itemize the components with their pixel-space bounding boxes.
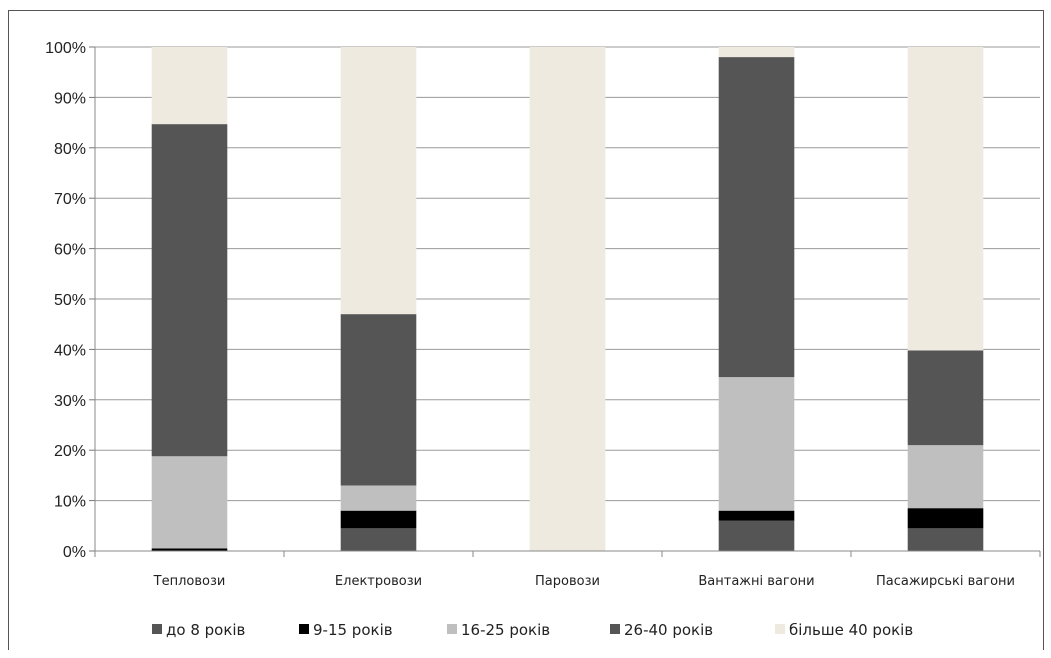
y-tick-label: 10% bbox=[54, 494, 86, 511]
legend-swatch bbox=[610, 624, 620, 634]
bar-segment-3-5 bbox=[907, 445, 984, 509]
legend-label: до 8 років bbox=[166, 621, 245, 639]
bar-segment-5-1 bbox=[151, 47, 228, 125]
bar-segment-5-5 bbox=[907, 47, 984, 351]
x-axis bbox=[94, 47, 1041, 557]
legend-label: 9-15 років bbox=[313, 621, 393, 639]
y-tick-label: 60% bbox=[54, 242, 86, 259]
x-category-label: Пасажирські вагони bbox=[876, 574, 1015, 589]
bar-segment-2-2 bbox=[340, 510, 417, 529]
bar-segment-2-4 bbox=[718, 510, 795, 521]
x-axis-labels: Тепловози Електровози Паровози Вантажні ваг… bbox=[153, 574, 1015, 589]
y-tick-label: 20% bbox=[54, 443, 86, 460]
y-tick-label: 80% bbox=[54, 141, 86, 158]
bar-segment-5-4 bbox=[718, 47, 795, 58]
legend: до 8 років 9-15 років 16-25 років 26-40 рок… bbox=[152, 621, 913, 639]
bar-segment-4-1 bbox=[151, 124, 228, 457]
x-category-label: Тепловози bbox=[153, 574, 226, 589]
y-tick-label: 0% bbox=[63, 544, 86, 561]
bar-segment-3-1 bbox=[151, 456, 228, 549]
y-tick-label: 100% bbox=[45, 40, 86, 57]
legend-swatch bbox=[447, 624, 457, 634]
legend-swatch bbox=[775, 624, 785, 634]
x-category-label: Паровози bbox=[535, 574, 600, 589]
legend-swatch bbox=[152, 624, 162, 634]
y-tick-label: 70% bbox=[54, 191, 86, 208]
bar-segment-5-2 bbox=[340, 47, 417, 315]
x-category-label: Вантажні вагони bbox=[698, 574, 814, 589]
bar-segment-4-5 bbox=[907, 350, 984, 446]
y-tick-label: 50% bbox=[54, 292, 86, 309]
x-category-label: Електровози bbox=[335, 574, 422, 589]
bar-segment-1-4 bbox=[718, 520, 795, 551]
bar-segment-1-5 bbox=[907, 528, 984, 551]
bar-segment-3-4 bbox=[718, 377, 795, 511]
bar-segment-4-4 bbox=[718, 57, 795, 378]
bar-segment-1-2 bbox=[340, 528, 417, 551]
legend-label: більше 40 років bbox=[789, 621, 913, 639]
bars bbox=[151, 47, 984, 551]
y-tick-label: 90% bbox=[54, 90, 86, 107]
bar-segment-4-2 bbox=[340, 314, 417, 486]
bar-segment-5-3 bbox=[529, 47, 606, 551]
y-axis-ticks: 0% 10% 20% 30% 40% 50% 60% 70% 80% 90% 100% bbox=[45, 40, 95, 561]
legend-swatch bbox=[299, 624, 309, 634]
bar-segment-2-5 bbox=[907, 508, 984, 529]
y-tick-label: 40% bbox=[54, 342, 86, 359]
bar-segment-3-2 bbox=[340, 485, 417, 511]
legend-label: 16-25 років bbox=[461, 621, 550, 639]
legend-label: 26-40 років bbox=[624, 621, 713, 639]
y-tick-label: 30% bbox=[54, 393, 86, 410]
bar-segment-2-1 bbox=[151, 548, 228, 551]
